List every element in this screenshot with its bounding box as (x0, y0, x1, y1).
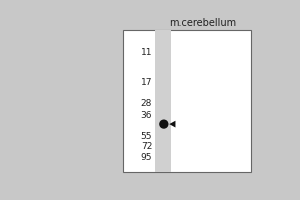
Text: 17: 17 (141, 78, 152, 87)
Text: 28: 28 (141, 99, 152, 108)
Bar (123, 30, 250, 172)
Polygon shape (169, 121, 176, 127)
Bar (155, 30, 171, 172)
Ellipse shape (159, 119, 169, 129)
Text: 36: 36 (141, 111, 152, 120)
Text: 11: 11 (141, 48, 152, 57)
Text: m.cerebellum: m.cerebellum (169, 18, 236, 28)
Text: 55: 55 (141, 132, 152, 141)
Text: 72: 72 (141, 142, 152, 151)
Text: 95: 95 (141, 153, 152, 162)
